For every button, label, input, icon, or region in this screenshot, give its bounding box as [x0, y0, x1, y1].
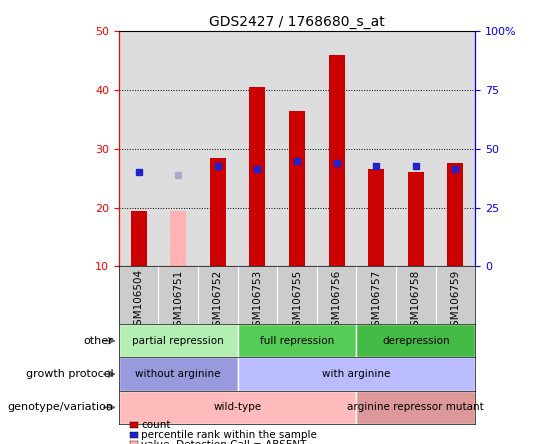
Text: GSM106758: GSM106758	[411, 269, 421, 333]
Text: GSM106753: GSM106753	[252, 269, 262, 333]
Text: wild-type: wild-type	[213, 402, 262, 412]
Text: partial repression: partial repression	[132, 336, 224, 346]
Bar	[289, 111, 305, 266]
Text: percentile rank within the sample: percentile rank within the sample	[141, 430, 318, 440]
Bar	[131, 210, 146, 266]
Bar	[119, 357, 238, 391]
Text: GSM106755: GSM106755	[292, 269, 302, 333]
Text: arginine repressor mutant: arginine repressor mutant	[347, 402, 484, 412]
Text: with arginine: with arginine	[322, 369, 390, 379]
Bar	[119, 391, 356, 424]
Bar	[210, 158, 226, 266]
Bar	[408, 172, 424, 266]
Text: GSM106757: GSM106757	[371, 269, 381, 333]
Bar	[170, 210, 186, 266]
Text: value, Detection Call = ABSENT: value, Detection Call = ABSENT	[141, 440, 307, 444]
Text: GSM106504: GSM106504	[133, 269, 144, 333]
Text: growth protocol: growth protocol	[26, 369, 113, 379]
Bar	[238, 324, 356, 357]
Text: GSM106759: GSM106759	[450, 269, 461, 333]
Bar	[448, 163, 463, 266]
Bar	[356, 324, 475, 357]
Title: GDS2427 / 1768680_s_at: GDS2427 / 1768680_s_at	[209, 15, 385, 29]
Text: GSM106756: GSM106756	[332, 269, 342, 333]
Text: other: other	[84, 336, 113, 346]
Bar	[356, 391, 475, 424]
Text: GSM106752: GSM106752	[213, 269, 223, 333]
Text: without arginine: without arginine	[136, 369, 221, 379]
Text: full repression: full repression	[260, 336, 334, 346]
Bar	[368, 169, 384, 266]
Text: derepression: derepression	[382, 336, 450, 346]
Text: GSM106751: GSM106751	[173, 269, 183, 333]
Bar	[119, 324, 238, 357]
Bar	[238, 357, 475, 391]
Bar	[329, 55, 345, 266]
Bar	[249, 87, 265, 266]
Text: genotype/variation: genotype/variation	[8, 402, 113, 412]
Text: count: count	[141, 420, 171, 430]
